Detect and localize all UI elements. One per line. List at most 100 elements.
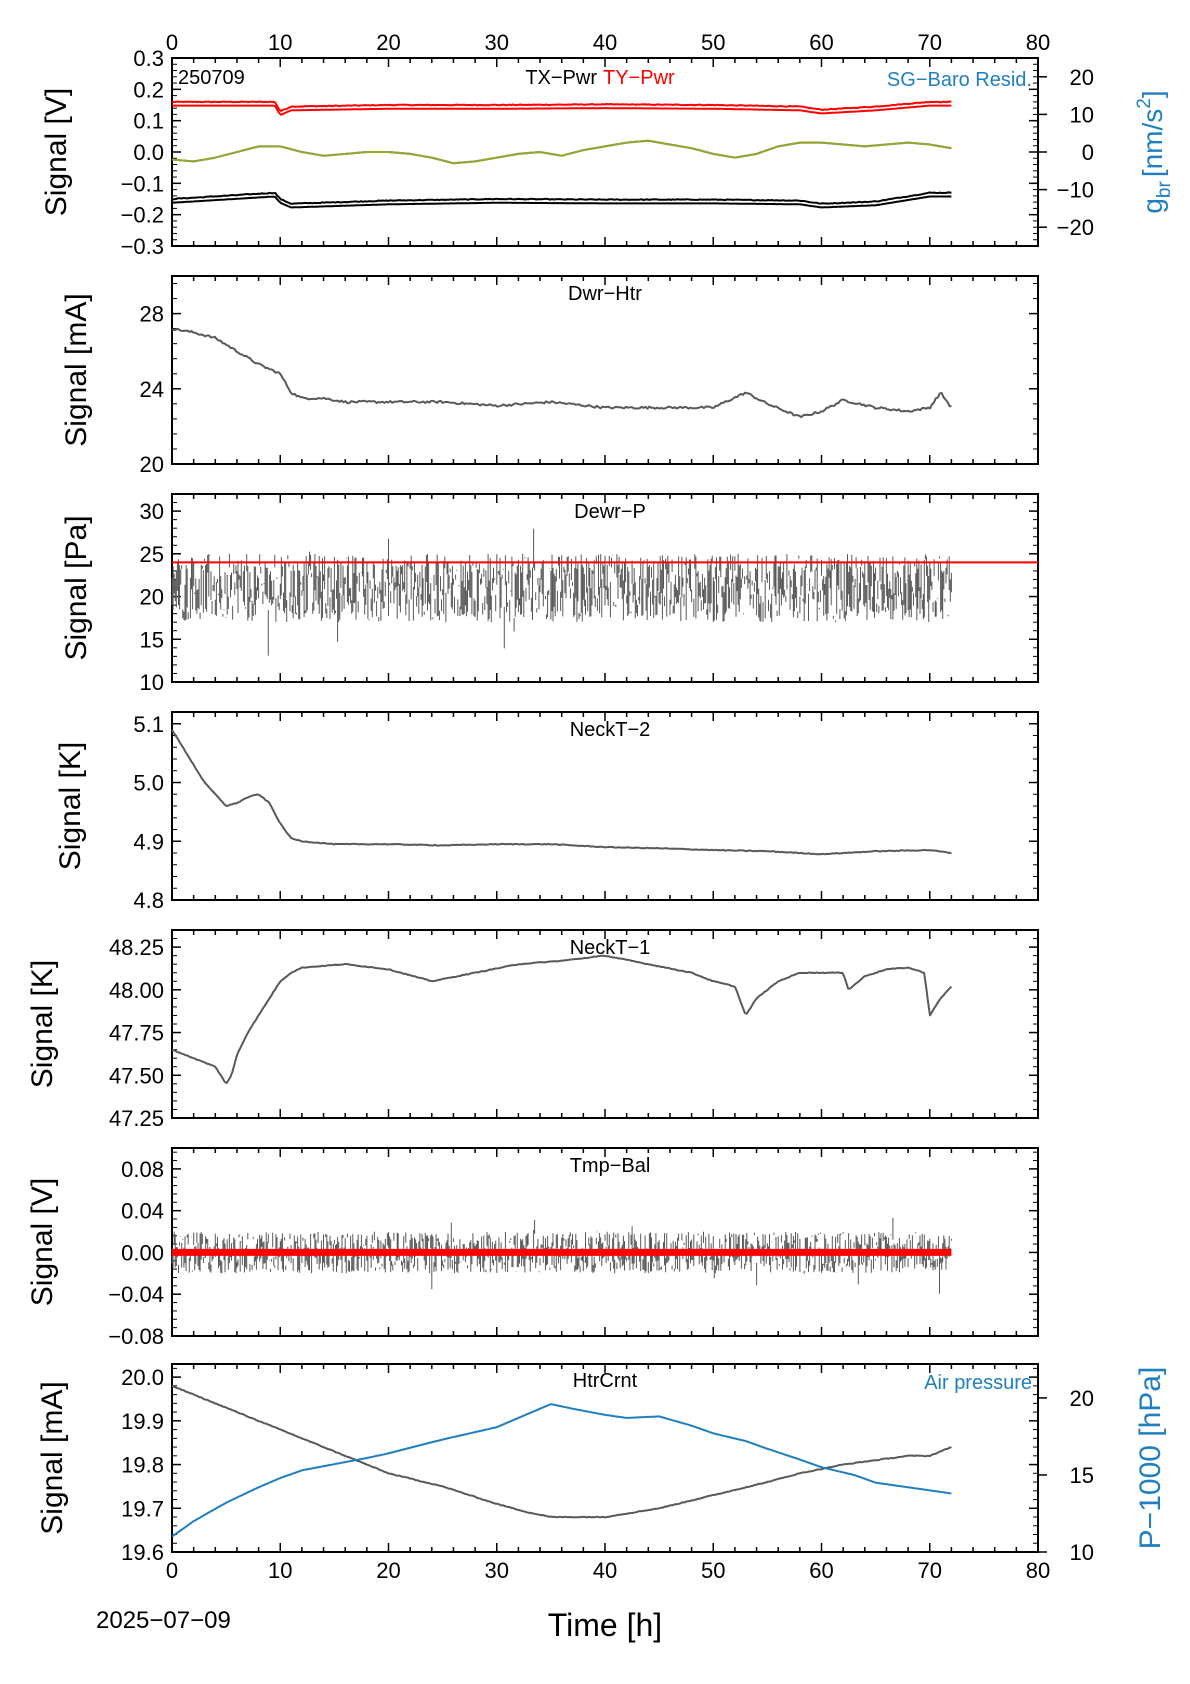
- panel-p4: 5.1 5.0 4.9 4.8 NeckT−2 Signal [K]: [54, 711, 1039, 913]
- panel-p1: 0 10 20 30 40 50 60 70 80 0.3 0.2 0.1 0.0 −0.1 −0.2 −0…: [40, 30, 1175, 259]
- series-line-air-pressure: [171, 1403, 952, 1538]
- x-tick-label: 50: [701, 1558, 725, 1583]
- y-tick-label: 0.08: [121, 1157, 164, 1182]
- y-tick-labels: 0.3 0.2 0.1 0.0 −0.1 −0.2 −0.3: [121, 46, 1038, 259]
- date-label: 2025−07−09: [96, 1607, 231, 1634]
- y-tick-label: 0.2: [133, 77, 164, 102]
- y-axis-label: Signal [K]: [26, 960, 59, 1088]
- y-axis-label: Signal [K]: [54, 742, 87, 870]
- y-tick-label: 4.9: [133, 829, 164, 854]
- plot-area: [171, 1364, 1039, 1552]
- right-series-label: SG−Baro Resid.: [887, 69, 1032, 91]
- y-tick-label: 47.25: [109, 1106, 164, 1131]
- y-tick-labels: 30 25 20 15 10: [140, 493, 1038, 695]
- y-tick-label: 20: [140, 585, 164, 610]
- y-tick-label: 20.0: [121, 1365, 164, 1390]
- plot-area: [171, 58, 1039, 246]
- right-y-tick-label: −20: [1057, 215, 1094, 240]
- right-y-tick-label: 20: [1070, 1386, 1094, 1411]
- y-tick-label: −0.3: [121, 234, 164, 259]
- series-line-htrcrnt: [171, 1384, 952, 1519]
- series-line-trace-0-noise: [171, 528, 952, 656]
- y-tick-label: −0.08: [108, 1324, 164, 1349]
- right-y-tick-label: −10: [1057, 178, 1094, 203]
- panel-p2: 28 24 20 Dwr−Htr Signal [mA]: [60, 275, 1039, 477]
- y-tick-label: 5.1: [133, 712, 164, 737]
- right-y-tick-labels: 20 10 0 −10 −20: [1038, 65, 1094, 240]
- top-x-tick-label: 30: [485, 30, 509, 55]
- y-tick-label: 19.7: [121, 1496, 164, 1521]
- y-tick-label: 20: [140, 452, 164, 477]
- panel-p3: 30 25 20 15 10 Dewr−P Signal [Pa]: [60, 493, 1039, 695]
- panel-title: NeckT−2: [570, 719, 651, 741]
- y-tick-label: 19.9: [121, 1409, 164, 1434]
- panel-frame: [171, 1363, 1039, 1553]
- top-x-tick-label: 40: [593, 30, 617, 55]
- series-line-ty-pwr-smooth: [172, 104, 952, 116]
- right-y-tick-label: 10: [1070, 102, 1094, 127]
- y-axis-label: Signal [Pa]: [60, 515, 93, 660]
- right-y-tick-label: 10: [1070, 1540, 1094, 1565]
- y-tick-label: 0.1: [133, 109, 164, 134]
- right-y-axis-label: P−1000 [hPa]: [1134, 1367, 1167, 1550]
- top-x-tick-label: 0: [166, 30, 178, 55]
- series-line-tx-pwr: [172, 191, 952, 205]
- x-tick-label: 20: [376, 1558, 400, 1583]
- panel-title: HtrCrnt: [573, 1370, 638, 1392]
- panel-p6: 0.08 0.04 0.00 −0.04 −0.08 Tmp−Bal Signal [V…: [26, 1147, 1039, 1349]
- title-ty-pwr: TY−Pwr: [603, 67, 675, 89]
- top-x-tick-labels: 0 10 20 30 40 50 60 70 80: [166, 30, 1050, 55]
- x-tick-label: 60: [809, 1558, 833, 1583]
- right-y-tick-labels: 20 15 10: [1038, 1386, 1094, 1565]
- y-tick-labels: 48.25 48.00 47.75 47.50 47.25: [109, 929, 1038, 1131]
- y-tick-label: 0.00: [121, 1240, 164, 1265]
- y-axis-label: Signal [V]: [40, 88, 73, 216]
- y-tick-label: 48.25: [109, 935, 164, 960]
- right-y-tick-label: 15: [1070, 1463, 1094, 1488]
- x-tick-label: 10: [268, 1558, 292, 1583]
- y-tick-label: 47.75: [109, 1021, 164, 1046]
- y-axis-label: Signal [mA]: [60, 293, 93, 446]
- y-tick-label: 0.0: [133, 140, 164, 165]
- y-tick-label: 0.3: [133, 46, 164, 71]
- x-tick-label: 0: [166, 1558, 178, 1583]
- top-x-tick-label: 60: [809, 30, 833, 55]
- y-tick-label: 0.04: [121, 1199, 164, 1224]
- y-tick-label: 28: [140, 302, 164, 327]
- top-x-tick-label: 70: [918, 30, 942, 55]
- right-y-axis-label: gbr[nm/s2]: [1134, 90, 1175, 213]
- panel-title: TX−Pwr TY−Pwr: [525, 67, 675, 89]
- series-line-trace-0: [171, 327, 952, 419]
- y-tick-labels: 28 24 20: [140, 283, 1038, 477]
- panel-p7: 20.0 19.9 19.8 19.7 19.6 20 15 10 0 10 20 30 40 50 6…: [36, 1363, 1167, 1583]
- right-y-tick-label: 0: [1082, 140, 1094, 165]
- y-tick-label: 47.50: [109, 1063, 164, 1088]
- top-x-tick-label: 10: [268, 30, 292, 55]
- y-tick-label: 5.0: [133, 771, 164, 796]
- y-tick-label: 48.00: [109, 978, 164, 1003]
- panel-title: Tmp−Bal: [570, 1155, 651, 1177]
- panel-p5: 48.25 48.00 47.75 47.50 47.25 NeckT−1 Signal…: [26, 929, 1039, 1131]
- y-tick-label: 19.6: [121, 1540, 164, 1565]
- series-line-ty-pwr: [171, 100, 952, 112]
- plot-area: [170, 1148, 1039, 1336]
- y-tick-label: 30: [140, 499, 164, 524]
- y-tick-labels: 20.0 19.9 19.8 19.7 19.6: [121, 1365, 1038, 1565]
- x-tick-label: 70: [918, 1558, 942, 1583]
- y-tick-label: 15: [140, 627, 164, 652]
- x-axis-label: Time [h]: [548, 1607, 662, 1643]
- y-axis-label: Signal [mA]: [36, 1381, 69, 1534]
- title-tx-pwr: TX−Pwr: [525, 67, 597, 89]
- series-line-sg-baro-resid-model-: [171, 139, 952, 165]
- plot-area: [171, 930, 1039, 1118]
- top-x-tick-label: 80: [1026, 30, 1050, 55]
- panel-title: Dewr−P: [574, 501, 646, 523]
- panel-title: Dwr−Htr: [568, 283, 642, 305]
- plot-area: [171, 276, 1039, 464]
- series-line-tx-pwr-smooth: [171, 195, 952, 209]
- y-axis-label: Signal [V]: [26, 1178, 59, 1306]
- right-y-tick-label: 20: [1070, 65, 1094, 90]
- y-tick-label: −0.1: [121, 171, 164, 196]
- y-tick-label: 4.8: [133, 888, 164, 913]
